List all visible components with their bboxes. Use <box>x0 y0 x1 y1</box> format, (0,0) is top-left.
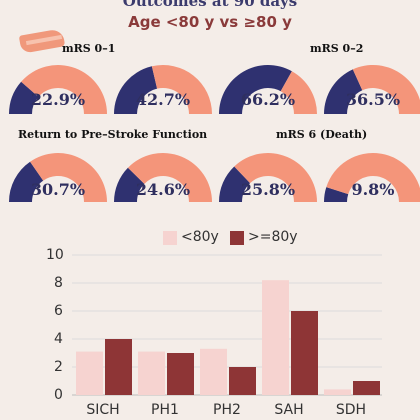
y-tick-2: 2 <box>54 359 63 375</box>
bar-sdh-under-80 <box>324 389 351 395</box>
bar-sich-under-80 <box>76 351 103 395</box>
x-tick-sah: SAH <box>274 402 304 418</box>
gauge-remainder-7 <box>234 152 317 202</box>
gauge-fill-6 <box>114 167 145 202</box>
section-label-return-to-function: Return to Pre–Stroke Function <box>18 128 208 141</box>
bar-ph2-80-plus <box>229 367 256 395</box>
gauge-fill-5 <box>9 161 44 202</box>
y-tick-10: 10 <box>46 247 64 263</box>
bar-sich-80-plus <box>105 339 132 395</box>
gauge-fill-7 <box>219 166 251 202</box>
gauge-fill-8 <box>324 187 349 202</box>
gauge-remainder-5 <box>30 153 107 202</box>
gauge-value-2: 42.7% <box>135 90 191 109</box>
page-subtitle: Age <80 y vs ≥80 y <box>128 13 292 31</box>
gauge-remainder-6 <box>127 153 212 202</box>
y-tick-6: 6 <box>54 303 63 319</box>
legend-swatch-80-plus <box>230 231 244 245</box>
x-tick-sdh: SDH <box>335 402 367 418</box>
gauge-value-7: 25.8% <box>240 180 296 199</box>
gauge-remainder-1 <box>21 65 108 114</box>
legend-swatch-under-80 <box>163 231 177 245</box>
gauge-value-4: 36.5% <box>345 90 401 109</box>
gauge-fill-1 <box>9 81 39 114</box>
gauge-value-1: 22.9% <box>30 90 86 109</box>
y-tick-8: 8 <box>54 275 63 291</box>
bar-sdh-80-plus <box>353 381 380 395</box>
legend-label-under-80: <80y <box>181 229 219 245</box>
bar-sah-80-plus <box>291 311 318 395</box>
y-tick-4: 4 <box>54 331 63 347</box>
gauge-fill-2 <box>114 66 158 114</box>
gauge-value-6: 24.6% <box>135 180 191 199</box>
bar-ph1-under-80 <box>138 351 165 395</box>
gauge-remainder-8 <box>326 153 420 202</box>
gauge-value-5: 30.7% <box>30 180 86 199</box>
section-label-mrs-0-2: mRS 0–2 <box>310 42 364 55</box>
page-title: Outcomes at 90 days <box>122 0 298 10</box>
gauge-remainder-4 <box>352 65 420 114</box>
gauge-fill-3 <box>219 65 292 114</box>
y-tick-0: 0 <box>54 387 63 403</box>
bar-ph2-under-80 <box>200 348 227 395</box>
x-tick-ph2: PH2 <box>213 402 241 418</box>
x-tick-sich: SICH <box>86 402 120 418</box>
x-tick-ph1: PH1 <box>151 402 179 418</box>
gauges-group <box>9 65 420 202</box>
bar-sah-under-80 <box>262 280 289 395</box>
gauge-value-8: 9.8% <box>351 180 395 199</box>
gauge-value-3: 66.2% <box>240 90 296 109</box>
gauge-remainder-3 <box>280 71 317 114</box>
bar-chart-group <box>72 254 382 396</box>
gauge-remainder-2 <box>151 65 212 114</box>
legend-label-80-plus: >=80y <box>248 229 298 245</box>
bar-ph1-80-plus <box>167 353 194 395</box>
section-label-mrs-0-1: mRS 0–1 <box>62 42 116 55</box>
gauge-fill-4 <box>324 69 363 114</box>
section-label-mrs-6-death: mRS 6 (Death) <box>276 128 368 141</box>
